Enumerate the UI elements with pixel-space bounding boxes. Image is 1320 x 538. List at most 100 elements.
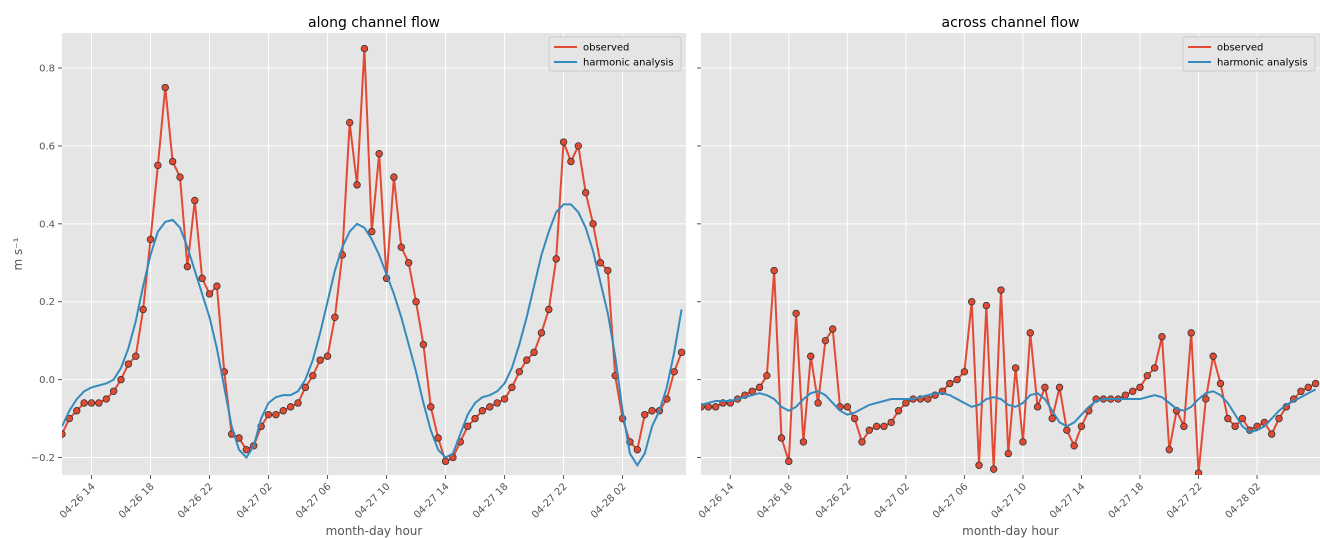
marker xyxy=(953,375,961,384)
marker xyxy=(316,356,324,364)
series-line xyxy=(701,388,1317,434)
marker xyxy=(865,426,873,434)
x-tick-label: 04-27 06 xyxy=(931,481,971,521)
marker xyxy=(323,352,332,360)
marker xyxy=(500,395,509,403)
marker xyxy=(530,348,538,357)
marker xyxy=(1202,395,1210,403)
marker xyxy=(1055,383,1064,392)
marker xyxy=(1194,469,1203,475)
x-tick-label: 04-26 18 xyxy=(117,481,157,521)
x-tick-label: 04-26 14 xyxy=(58,481,98,521)
marker xyxy=(545,305,553,314)
marker xyxy=(213,282,221,290)
marker xyxy=(493,399,501,407)
legend-label: harmonic analysis xyxy=(1217,58,1308,69)
subplot: −0.2 0.0 0.2 0.4 0.6 0.8 04-26 14 04-26 18 04-26… xyxy=(11,15,686,538)
x-tick-label: 04-28 02 xyxy=(589,481,629,521)
marker xyxy=(272,410,280,419)
marker xyxy=(117,375,125,384)
marker xyxy=(198,274,206,283)
y-tick-label: 0.4 xyxy=(39,219,55,230)
marker xyxy=(997,286,1005,294)
marker xyxy=(168,157,177,166)
marker xyxy=(404,259,413,267)
marker xyxy=(301,383,310,392)
marker xyxy=(286,403,295,411)
marker xyxy=(1033,403,1042,411)
marker xyxy=(1216,379,1225,388)
y-tick-label: 0.2 xyxy=(39,297,55,308)
y-axis-label: m s⁻¹ xyxy=(11,237,25,270)
marker xyxy=(191,196,199,205)
marker xyxy=(559,138,568,146)
marker xyxy=(982,301,991,310)
marker xyxy=(345,118,354,127)
marker xyxy=(596,259,605,267)
x-tick-label: 04-27 18 xyxy=(471,481,511,521)
marker xyxy=(872,422,881,431)
marker xyxy=(1224,414,1232,423)
marker xyxy=(552,255,560,263)
x-tick-label: 04-27 10 xyxy=(353,481,393,521)
marker xyxy=(154,161,162,170)
x-tick-label: 04-26 22 xyxy=(176,481,216,521)
legend-label: harmonic analysis xyxy=(583,58,674,69)
marker xyxy=(264,410,273,419)
plot-area xyxy=(62,44,686,468)
marker xyxy=(331,313,339,321)
marker xyxy=(360,44,369,53)
marker xyxy=(975,461,983,469)
legend-label: observed xyxy=(583,43,629,54)
chart-title: along channel flow xyxy=(308,15,440,31)
x-tick-label: 04-27 10 xyxy=(989,481,1029,521)
marker xyxy=(1077,422,1086,431)
x-tick-label: 04-27 18 xyxy=(1107,481,1147,521)
subplot: 04-26 14 04-26 18 04-26 22 04-27 02 04-27 06… xyxy=(697,15,1320,538)
marker xyxy=(821,336,830,345)
marker xyxy=(581,188,590,197)
marker xyxy=(309,371,317,380)
marker xyxy=(763,371,771,380)
marker xyxy=(522,356,531,364)
marker xyxy=(1011,364,1020,372)
marker xyxy=(80,399,88,407)
marker xyxy=(508,383,516,392)
marker xyxy=(1019,438,1027,446)
marker xyxy=(183,262,192,271)
marker xyxy=(146,235,155,244)
marker xyxy=(397,243,405,251)
marker xyxy=(375,150,383,158)
x-tick-label: 04-28 02 xyxy=(1224,481,1264,521)
plot-background xyxy=(62,33,686,475)
chart-title: across channel flow xyxy=(941,15,1079,31)
marker xyxy=(1063,426,1071,434)
marker xyxy=(670,368,678,376)
marker xyxy=(1187,329,1195,337)
marker xyxy=(1238,414,1247,423)
marker xyxy=(858,438,866,446)
marker xyxy=(486,403,494,411)
marker xyxy=(102,395,110,403)
marker xyxy=(139,305,147,314)
marker xyxy=(1048,414,1056,423)
marker xyxy=(1209,352,1217,360)
marker xyxy=(589,220,597,228)
marker xyxy=(434,434,442,442)
marker xyxy=(633,445,642,454)
marker xyxy=(777,434,786,442)
marker xyxy=(478,407,487,415)
marker xyxy=(132,352,140,360)
marker xyxy=(887,418,895,427)
marker xyxy=(1041,383,1049,392)
x-tick-label: 04-27 14 xyxy=(412,481,452,521)
marker xyxy=(946,379,954,388)
y-tick-label: −0.2 xyxy=(31,453,55,464)
marker xyxy=(1158,333,1166,341)
marker xyxy=(441,457,450,466)
marker xyxy=(205,290,214,298)
marker xyxy=(1180,422,1188,431)
plot-background xyxy=(701,33,1320,475)
marker xyxy=(161,83,169,92)
